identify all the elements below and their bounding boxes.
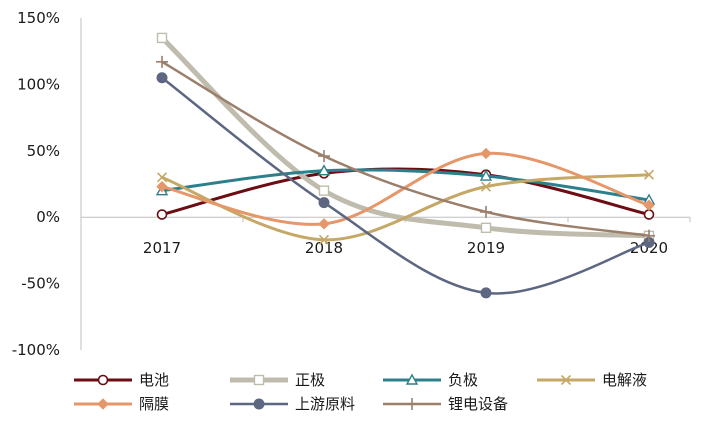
legend-marker xyxy=(253,398,265,410)
legend-label: 电池 xyxy=(139,371,169,389)
data-point xyxy=(480,287,492,299)
legend-item: 电解液 xyxy=(537,371,647,389)
legend-marker xyxy=(97,374,109,386)
data-point xyxy=(156,55,168,68)
data-point xyxy=(156,172,168,183)
data-point xyxy=(318,185,330,196)
data-point xyxy=(156,209,168,220)
series-3 xyxy=(155,164,656,205)
data-point xyxy=(480,222,492,234)
data-point xyxy=(156,72,168,84)
legend-marker xyxy=(405,373,419,385)
legend-marker xyxy=(560,374,572,386)
data-point xyxy=(318,197,330,209)
data-point xyxy=(480,147,492,160)
legend-item: 电池 xyxy=(74,371,169,389)
legend-marker xyxy=(253,374,265,386)
legend-label: 隔膜 xyxy=(139,395,169,413)
data-point xyxy=(156,180,168,193)
series-line xyxy=(160,173,651,242)
data-point xyxy=(479,169,493,181)
legend-item: 正极 xyxy=(230,371,325,389)
legend-marker xyxy=(406,398,418,410)
y-tick-label: -50% xyxy=(21,275,60,293)
series-line xyxy=(160,60,651,238)
legend-label: 上游原料 xyxy=(295,395,355,413)
axes: 150% 100% 50% 0% -50% -100% 2017 2018 2019 2020 xyxy=(12,9,691,359)
series-layer xyxy=(155,32,656,299)
legend-item: 隔膜 xyxy=(74,395,169,413)
legend-label: 正极 xyxy=(295,371,325,389)
x-tick-label: 2020 xyxy=(630,239,668,257)
series-line xyxy=(160,168,651,202)
data-point xyxy=(317,164,331,176)
data-point xyxy=(480,205,492,218)
y-tick-label: -100% xyxy=(12,341,60,359)
legend-label: 锂电设备 xyxy=(448,395,508,413)
series-7 xyxy=(156,55,655,242)
series-line xyxy=(160,76,651,295)
x-tick-label: 2017 xyxy=(143,239,181,257)
x-tick-label: 2019 xyxy=(467,239,505,257)
data-point xyxy=(643,209,655,220)
y-tick-label: 150% xyxy=(17,9,60,27)
series-line xyxy=(159,35,652,239)
legend-label: 负极 xyxy=(448,371,478,389)
data-point xyxy=(480,181,492,192)
data-point xyxy=(318,218,330,230)
y-tick-label: 0% xyxy=(36,208,60,226)
data-point xyxy=(643,199,655,211)
legend-item: 负极 xyxy=(383,371,478,389)
data-point xyxy=(643,169,655,180)
series-4 xyxy=(156,169,655,245)
legend-marker xyxy=(97,398,109,410)
data-point xyxy=(156,32,168,44)
y-tick-label: 50% xyxy=(27,142,60,160)
legend-item: 上游原料 xyxy=(230,395,355,413)
legend-label: 电解液 xyxy=(602,371,647,389)
series-line xyxy=(160,167,651,217)
legend-item: 锂电设备 xyxy=(383,395,508,413)
x-tick-label: 2018 xyxy=(305,239,343,257)
y-tick-label: 100% xyxy=(17,75,60,93)
series-6 xyxy=(156,72,655,299)
data-point xyxy=(318,150,330,163)
data-point xyxy=(643,229,655,242)
data-point xyxy=(318,234,330,245)
